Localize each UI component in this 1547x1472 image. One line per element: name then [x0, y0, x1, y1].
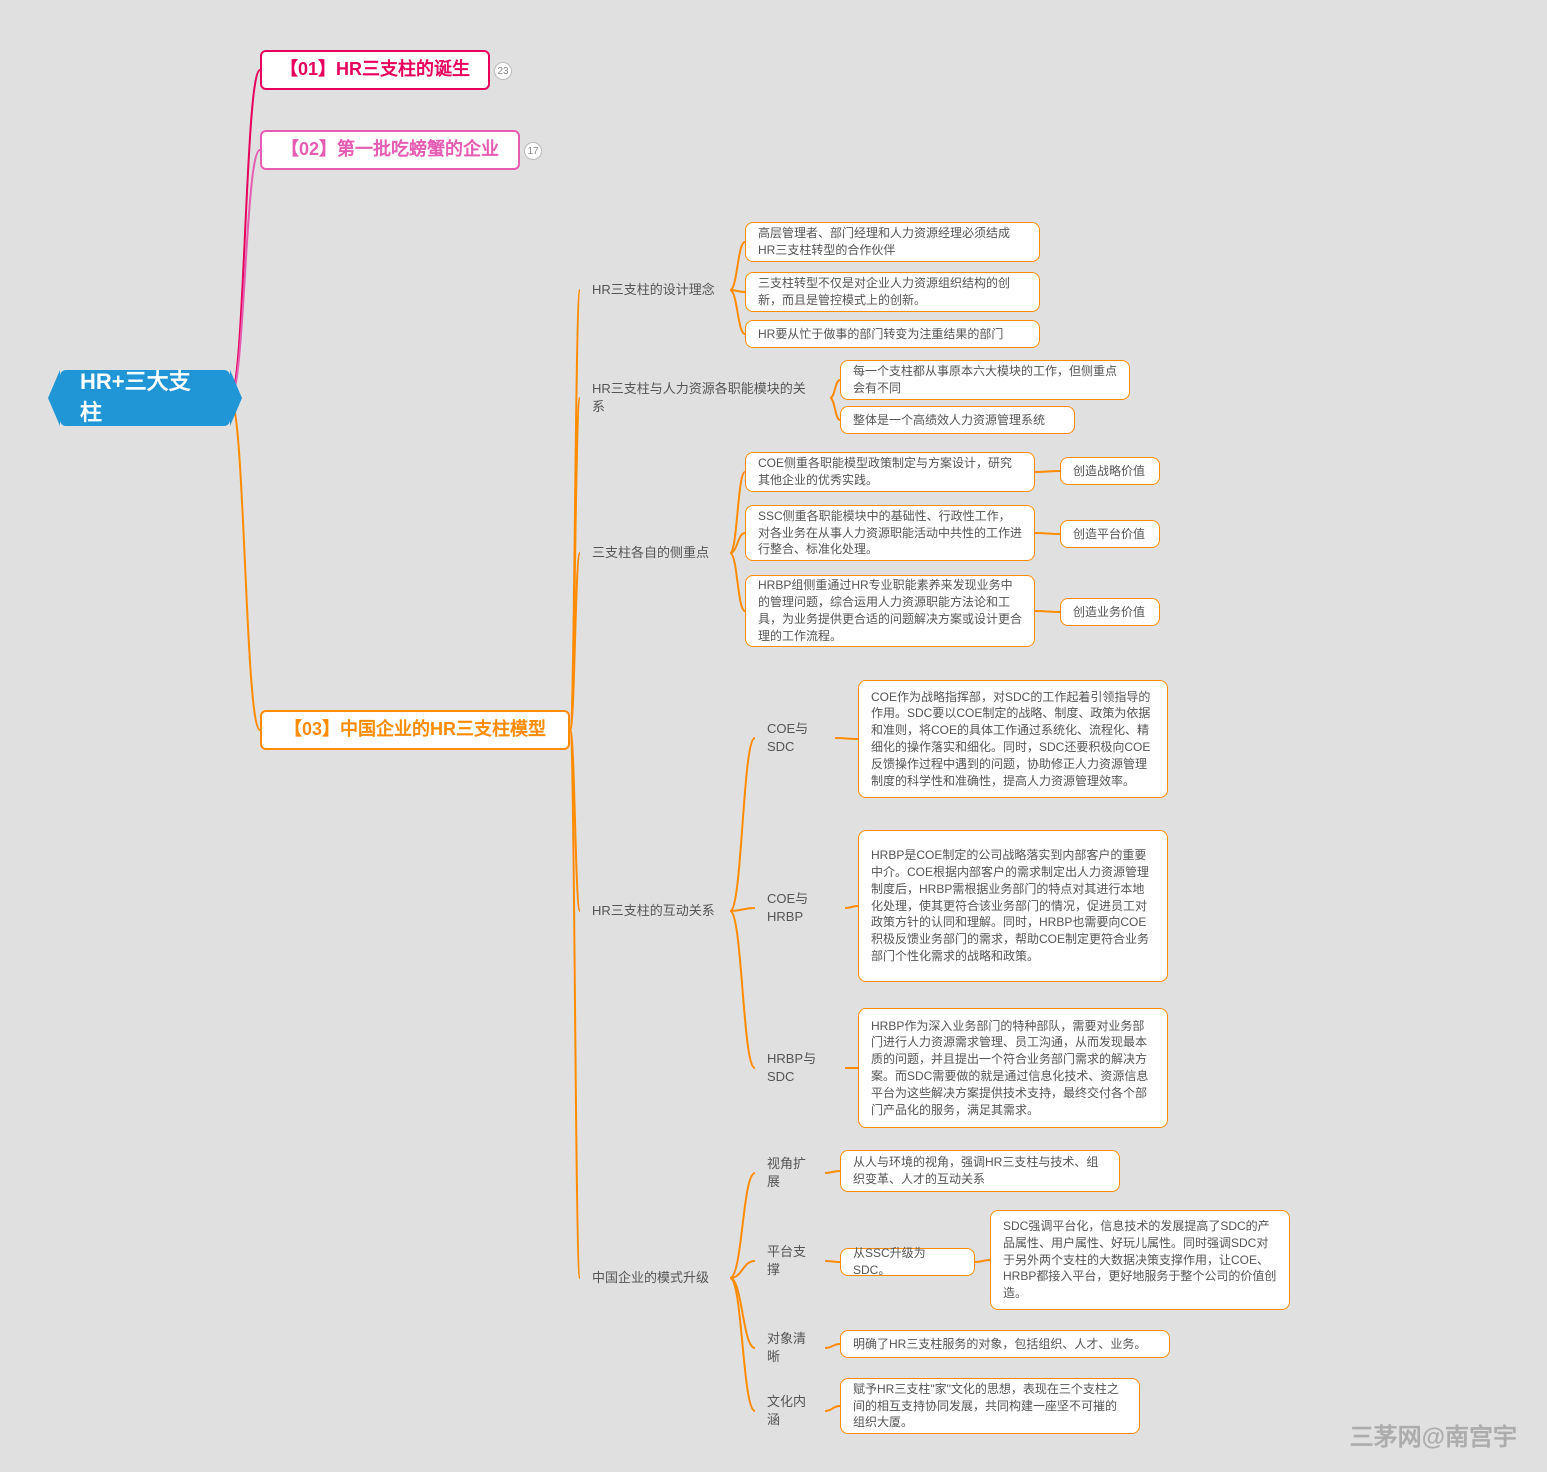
root-node: HR+三大支柱: [60, 370, 230, 426]
sub-node-s4: HR三支柱的互动关系: [580, 898, 730, 924]
sub-node-s5: 中国企业的模式升级: [580, 1265, 730, 1291]
leaf-node-l14: 明确了HR三支柱服务的对象，包括组织、人才、业务。: [840, 1330, 1170, 1358]
leaf-node-l7b: 创造平台价值: [1060, 520, 1160, 548]
sub-node-s4b: COE与HRBP: [755, 895, 845, 921]
collapse-badge-m2[interactable]: 17: [524, 142, 542, 160]
sub-node-s4a: COE与SDC: [755, 725, 835, 751]
main-node-m1: 【01】HR三支柱的诞生: [260, 50, 490, 90]
leaf-node-l8b: 创造业务价值: [1060, 598, 1160, 626]
sub-node-s5b: 平台支撑: [755, 1248, 825, 1274]
leaf-node-l12: 从人与环境的视角，强调HR三支柱与技术、组织变革、人才的互动关系: [840, 1150, 1120, 1192]
leaf-node-l10: HRBP是COE制定的公司战略落实到内部客户的重要中介。COE根据内部客户的需求…: [858, 830, 1168, 982]
leaf-node-l1: 高层管理者、部门经理和人力资源经理必须结成HR三支柱转型的合作伙伴: [745, 222, 1040, 262]
leaf-node-l2: 三支柱转型不仅是对企业人力资源组织结构的创新，而且是管控模式上的创新。: [745, 272, 1040, 312]
leaf-node-l7: SSC侧重各职能模块中的基础性、行政性工作，对各业务在从事人力资源职能活动中共性…: [745, 505, 1035, 561]
main-node-m3: 【03】中国企业的HR三支柱模型: [260, 710, 570, 750]
sub-node-s5c: 对象清晰: [755, 1335, 825, 1361]
leaf-node-l6b: 创造战略价值: [1060, 457, 1160, 485]
sub-node-s4c: HRBP与SDC: [755, 1055, 845, 1081]
main-node-m2: 【02】第一批吃螃蟹的企业: [260, 130, 520, 170]
nodes-layer: HR+三大支柱【01】HR三支柱的诞生23【02】第一批吃螃蟹的企业17【03】…: [0, 0, 1547, 56]
sub-node-s5d: 文化内涵: [755, 1398, 825, 1424]
leaf-node-l4: 每一个支柱都从事原本六大模块的工作，但侧重点会有不同: [840, 360, 1130, 400]
leaf-node-l13b: SDC强调平台化，信息技术的发展提高了SDC的产品属性、用户属性、好玩儿属性。同…: [990, 1210, 1290, 1310]
watermark: 三茅网@南宫宇: [1350, 1417, 1517, 1452]
leaf-node-l15: 赋予HR三支柱"家"文化的思想，表现在三个支柱之间的相互支持协同发展，共同构建一…: [840, 1378, 1140, 1434]
leaf-node-l11: HRBP作为深入业务部门的特种部队，需要对业务部门进行人力资源需求管理、员工沟通…: [858, 1008, 1168, 1128]
leaf-node-l5: 整体是一个高绩效人力资源管理系统: [840, 406, 1075, 434]
leaf-node-l3: HR要从忙于做事的部门转变为注重结果的部门: [745, 320, 1040, 348]
sub-node-s3: 三支柱各自的侧重点: [580, 540, 730, 566]
collapse-badge-m1[interactable]: 23: [494, 62, 512, 80]
leaf-node-l9: COE作为战略指挥部，对SDC的工作起着引领指导的作用。SDC要以COE制定的战…: [858, 680, 1168, 798]
leaf-node-l6: COE侧重各职能模型政策制定与方案设计，研究其他企业的优秀实践。: [745, 452, 1035, 492]
leaf-node-l8: HRBP组侧重通过HR专业职能素养来发现业务中的管理问题，综合运用人力资源职能方…: [745, 575, 1035, 647]
sub-node-s1: HR三支柱的设计理念: [580, 277, 730, 303]
sub-node-s2: HR三支柱与人力资源各职能模块的关系: [580, 385, 830, 411]
leaf-node-l13: 从SSC升级为SDC。: [840, 1248, 975, 1276]
sub-node-s5a: 视角扩展: [755, 1160, 825, 1186]
